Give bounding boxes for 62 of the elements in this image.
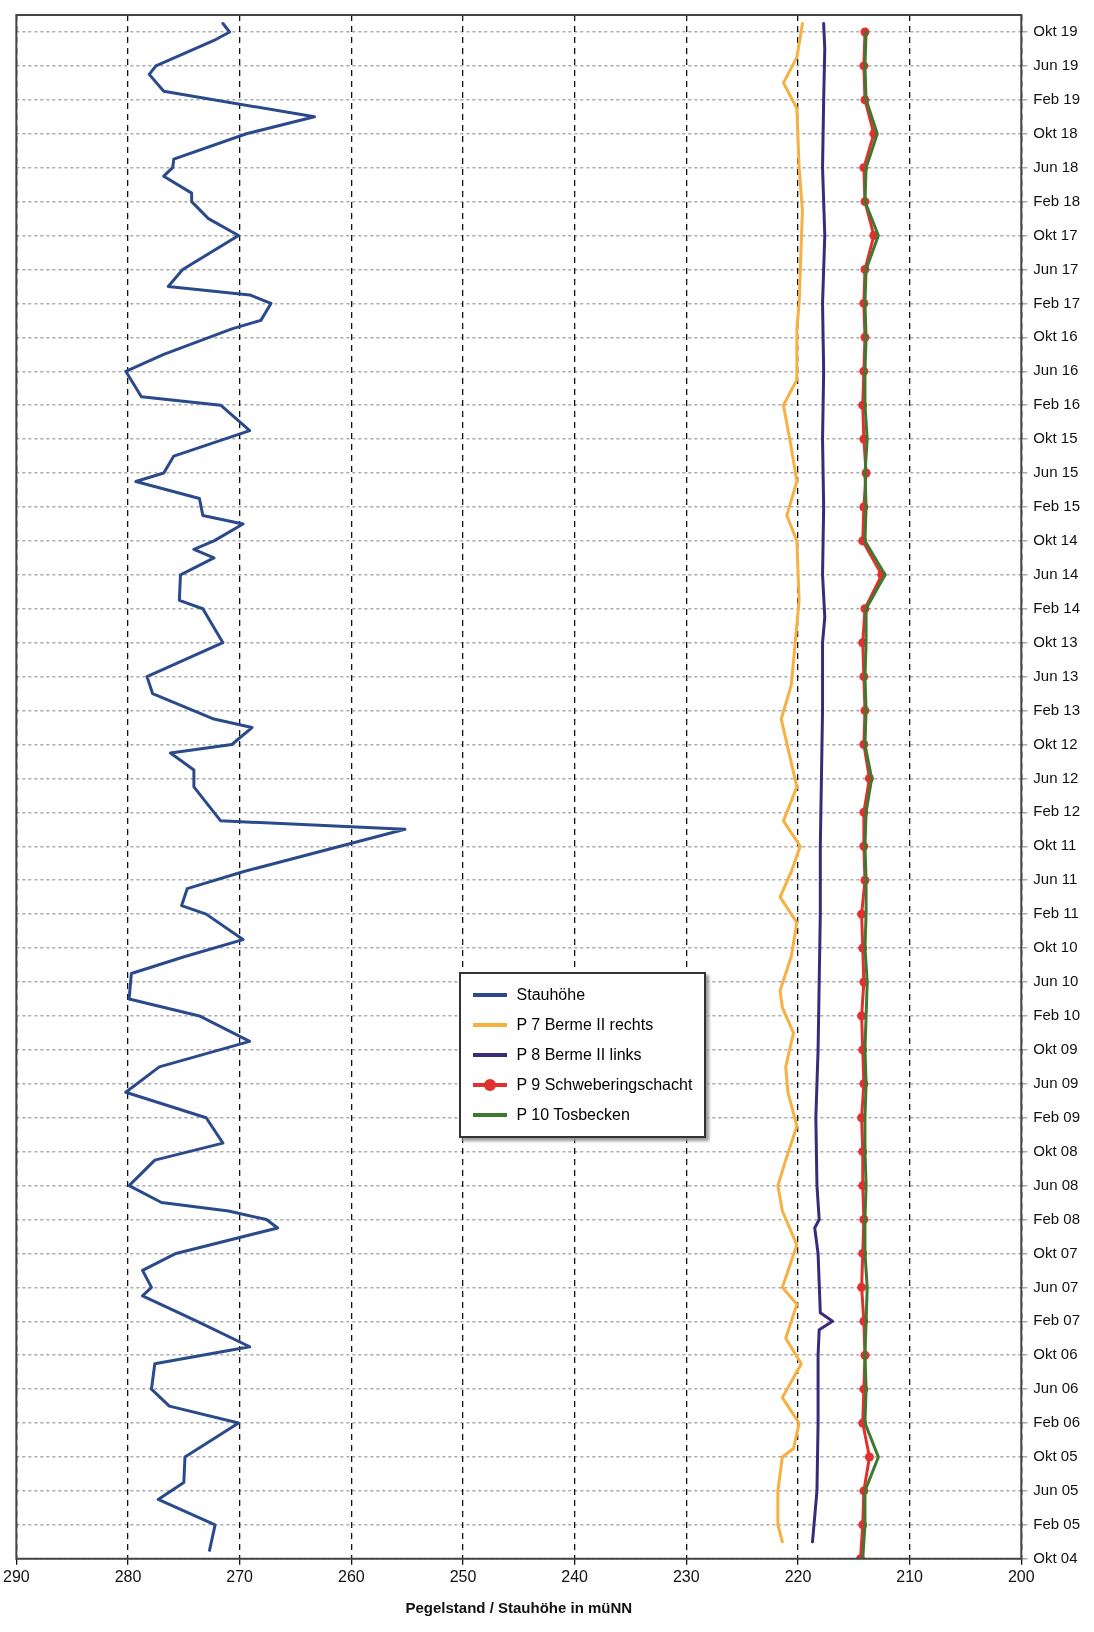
y-tick-label: Jun 12 [1033,768,1079,786]
legend-label: P 10 Tosbecken [516,1106,630,1125]
y-tick-label: Feb 07 [1033,1311,1080,1329]
y-tick-label: Okt 11 [1033,836,1077,854]
x-tick-label: 240 [561,1567,589,1585]
y-tick-label: Okt 15 [1033,429,1078,447]
y-tick-label: Jun 07 [1033,1277,1079,1295]
y-tick-label: Jun 09 [1033,1073,1079,1091]
x-tick-label: 210 [896,1567,924,1585]
y-tick-label: Okt 10 [1033,938,1078,956]
y-tick-label: Jun 08 [1033,1175,1079,1193]
y-tick-label: Okt 19 [1033,22,1078,40]
y-tick-label: Feb 05 [1033,1515,1080,1533]
y-tick-label: Okt 12 [1033,734,1078,752]
y-tick-label: Okt 09 [1033,1040,1078,1057]
y-tick-label: Jun 10 [1033,972,1079,990]
x-tick-label: 270 [226,1567,254,1585]
x-tick-label: 220 [784,1567,812,1585]
y-tick-label: Okt 17 [1033,225,1078,243]
y-tick-label: Okt 07 [1033,1243,1078,1261]
x-tick-label: 250 [449,1567,477,1585]
x-tick-label: 280 [114,1567,142,1585]
y-tick-label: Jun 15 [1033,463,1079,481]
y-tick-label: Okt 13 [1033,632,1078,650]
y-tick-label: Okt 05 [1033,1447,1078,1465]
y-tick-label: Feb 12 [1033,802,1080,820]
y-tick-label: Okt 06 [1033,1345,1078,1363]
y-tick-label: Okt 08 [1033,1141,1078,1159]
y-tick-label: Feb 13 [1033,700,1080,718]
x-tick-label: 290 [3,1567,30,1585]
y-tick-label: Jun 17 [1033,259,1079,277]
y-tick-label: Jun 11 [1033,870,1078,888]
y-tick-label: Okt 18 [1033,123,1078,141]
x-tick-label: 230 [672,1567,700,1585]
y-tick-label: Feb 06 [1033,1413,1080,1431]
y-tick-label: Feb 14 [1033,598,1080,616]
y-tick-label: Feb 16 [1033,395,1080,413]
y-tick-label: Jun 19 [1033,56,1079,74]
y-tick-label: Jun 13 [1033,666,1079,684]
x-tick-label: 260 [337,1567,365,1585]
y-tick-label: Feb 18 [1033,191,1080,209]
y-tick-label: Feb 15 [1033,497,1080,515]
legend-label: P 7 Berme II rechts [516,1016,654,1035]
y-tick-label: Feb 17 [1033,293,1080,311]
y-tick-label: Okt 14 [1033,531,1078,549]
y-tick-label: Jun 16 [1033,361,1079,379]
legend-label: P 9 Schweberingschacht [516,1076,693,1095]
y-tick-label: Jun 18 [1033,157,1079,175]
y-tick-label: Jun 14 [1033,564,1079,582]
y-tick-label: Feb 11 [1033,904,1079,922]
y-tick-label: Jun 05 [1033,1481,1079,1499]
y-tick-label: Jun 06 [1033,1379,1079,1397]
y-tick-label: Feb 10 [1033,1006,1080,1024]
x-axis-title: Pegelstand / Stauhöhe in müNN [405,1599,633,1617]
y-tick-label: Feb 08 [1033,1209,1080,1227]
y-tick-label: Feb 19 [1033,89,1080,107]
y-tick-label: Okt 04 [1033,1548,1078,1566]
legend-label: Stauhöhe [516,986,586,1005]
y-tick-label: Feb 09 [1033,1107,1080,1125]
y-tick-label: Okt 16 [1033,327,1078,345]
legend-label: P 8 Berme II links [516,1046,642,1065]
x-tick-label: 200 [1007,1567,1035,1585]
